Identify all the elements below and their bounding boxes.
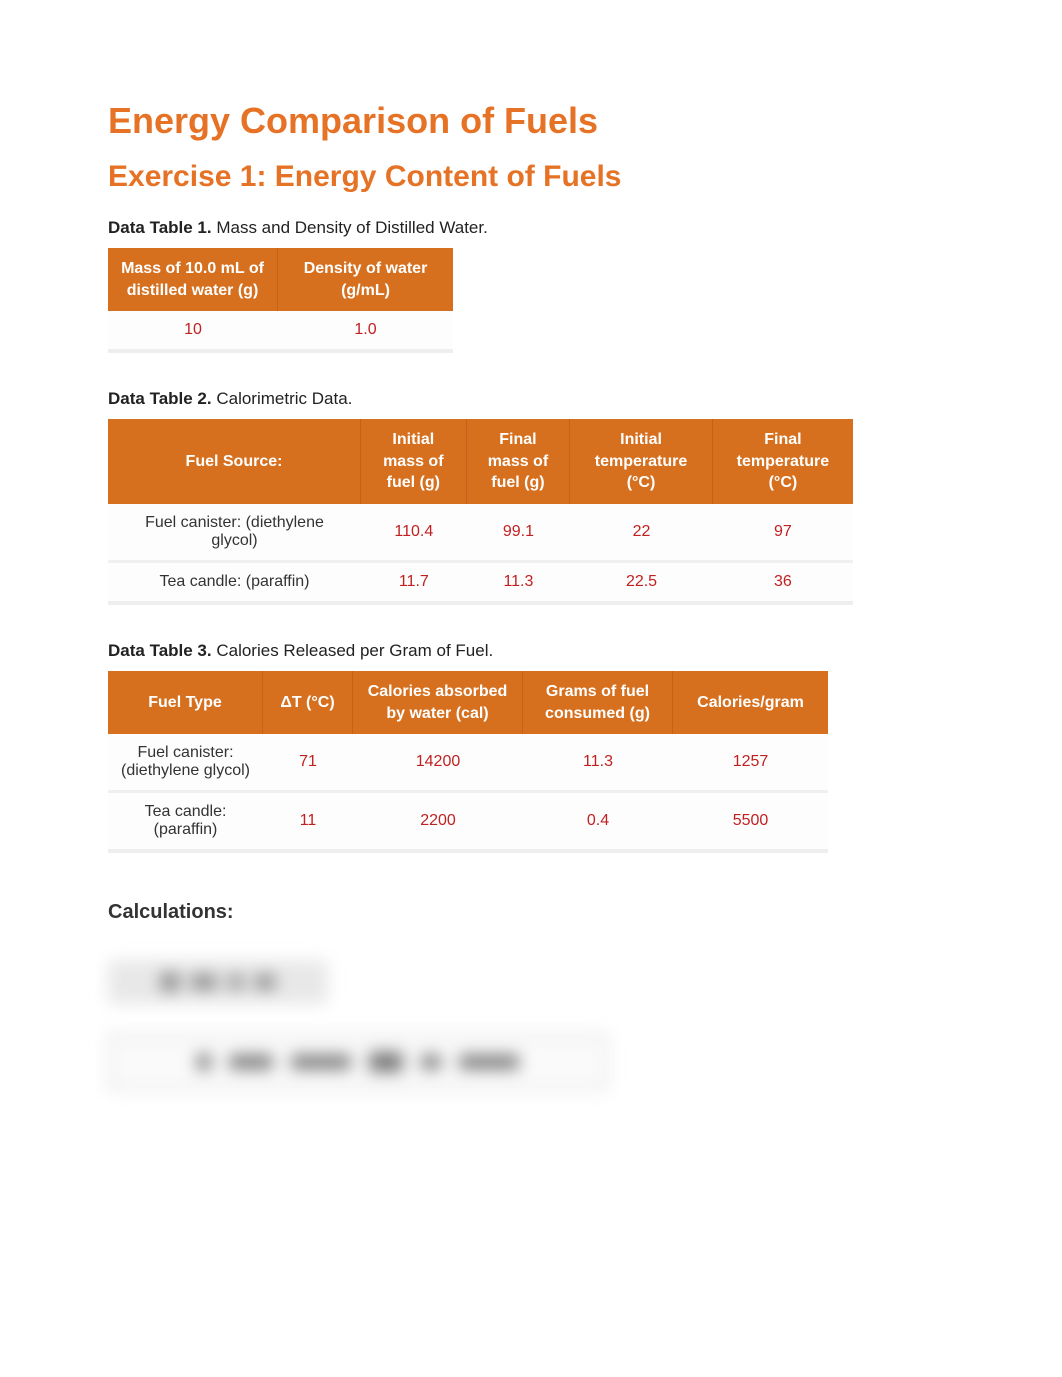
t2-h0: Fuel Source: — [108, 419, 361, 504]
t3-r0c4: 1257 — [673, 734, 828, 793]
t2-r0c4: 97 — [713, 504, 853, 563]
t3-r1c3: 0.4 — [523, 793, 673, 853]
table2-caption-bold: Data Table 2. — [108, 389, 212, 408]
table-row: Fuel canister: (diethylene glycol) 71 14… — [108, 734, 828, 793]
t2-h3: Initial temperature (°C) — [570, 419, 713, 504]
t2-r0c0: Fuel canister: (diethylene glycol) — [108, 504, 361, 563]
t1-h1: Density of water (g/mL) — [278, 248, 453, 311]
data-table-1: Mass of 10.0 mL of distilled water (g) D… — [108, 248, 453, 353]
t3-h0: Fuel Type — [108, 671, 263, 734]
t3-r1c2: 2200 — [353, 793, 523, 853]
t3-h2: Calories absorbed by water (cal) — [353, 671, 523, 734]
t2-h1: Initial mass of fuel (g) — [361, 419, 467, 504]
table-row: Tea candle: (paraffin) 11 2200 0.4 5500 — [108, 793, 828, 853]
table1-caption-rest: Mass and Density of Distilled Water. — [212, 218, 488, 237]
calculations-heading: Calculations: — [108, 901, 954, 924]
table3-caption-rest: Calories Released per Gram of Fuel. — [212, 641, 494, 660]
t1-h0: Mass of 10.0 mL of distilled water (g) — [108, 248, 278, 311]
t3-r0c1: 71 — [263, 734, 353, 793]
page-title: Energy Comparison of Fuels — [108, 100, 954, 142]
t3-r1c4: 5500 — [673, 793, 828, 853]
table2-caption: Data Table 2. Calorimetric Data. — [108, 389, 954, 409]
blurred-formula-2 — [108, 1034, 954, 1090]
t2-r0c3: 22 — [570, 504, 713, 563]
t1-c1: 1.0 — [278, 311, 453, 353]
data-table-3: Fuel Type ΔT (°C) Calories absorbed by w… — [108, 671, 828, 853]
t2-r1c0: Tea candle: (paraffin) — [108, 563, 361, 605]
t2-r0c1: 110.4 — [361, 504, 467, 563]
table-row: Tea candle: (paraffin) 11.7 11.3 22.5 36 — [108, 563, 853, 605]
t3-r1c0: Tea candle: (paraffin) — [108, 793, 263, 853]
table1-caption: Data Table 1. Mass and Density of Distil… — [108, 218, 954, 238]
table-header-row: Fuel Type ΔT (°C) Calories absorbed by w… — [108, 671, 828, 734]
t2-r1c4: 36 — [713, 563, 853, 605]
table-row: 10 1.0 — [108, 311, 453, 353]
table2-caption-rest: Calorimetric Data. — [212, 389, 353, 408]
t3-r0c3: 11.3 — [523, 734, 673, 793]
t2-h4: Final temperature (°C) — [713, 419, 853, 504]
table3-caption-bold: Data Table 3. — [108, 641, 212, 660]
exercise-subtitle: Exercise 1: Energy Content of Fuels — [108, 160, 954, 194]
t3-r0c0: Fuel canister: (diethylene glycol) — [108, 734, 263, 793]
table3-caption: Data Table 3. Calories Released per Gram… — [108, 641, 954, 661]
t2-r1c2: 11.3 — [467, 563, 571, 605]
t2-h2: Final mass of fuel (g) — [467, 419, 571, 504]
t2-r1c3: 22.5 — [570, 563, 713, 605]
table-row: Fuel canister: (diethylene glycol) 110.4… — [108, 504, 853, 563]
data-table-2: Fuel Source: Initial mass of fuel (g) Fi… — [108, 419, 853, 605]
t3-h4: Calories/gram — [673, 671, 828, 734]
t3-r1c1: 11 — [263, 793, 353, 853]
t3-h3: Grams of fuel consumed (g) — [523, 671, 673, 734]
t2-r1c1: 11.7 — [361, 563, 467, 605]
t3-h1: ΔT (°C) — [263, 671, 353, 734]
blurred-formula-1 — [108, 960, 954, 1004]
table-header-row: Fuel Source: Initial mass of fuel (g) Fi… — [108, 419, 853, 504]
table1-caption-bold: Data Table 1. — [108, 218, 212, 237]
t1-c0: 10 — [108, 311, 278, 353]
table-header-row: Mass of 10.0 mL of distilled water (g) D… — [108, 248, 453, 311]
t3-r0c2: 14200 — [353, 734, 523, 793]
t2-r0c2: 99.1 — [467, 504, 571, 563]
